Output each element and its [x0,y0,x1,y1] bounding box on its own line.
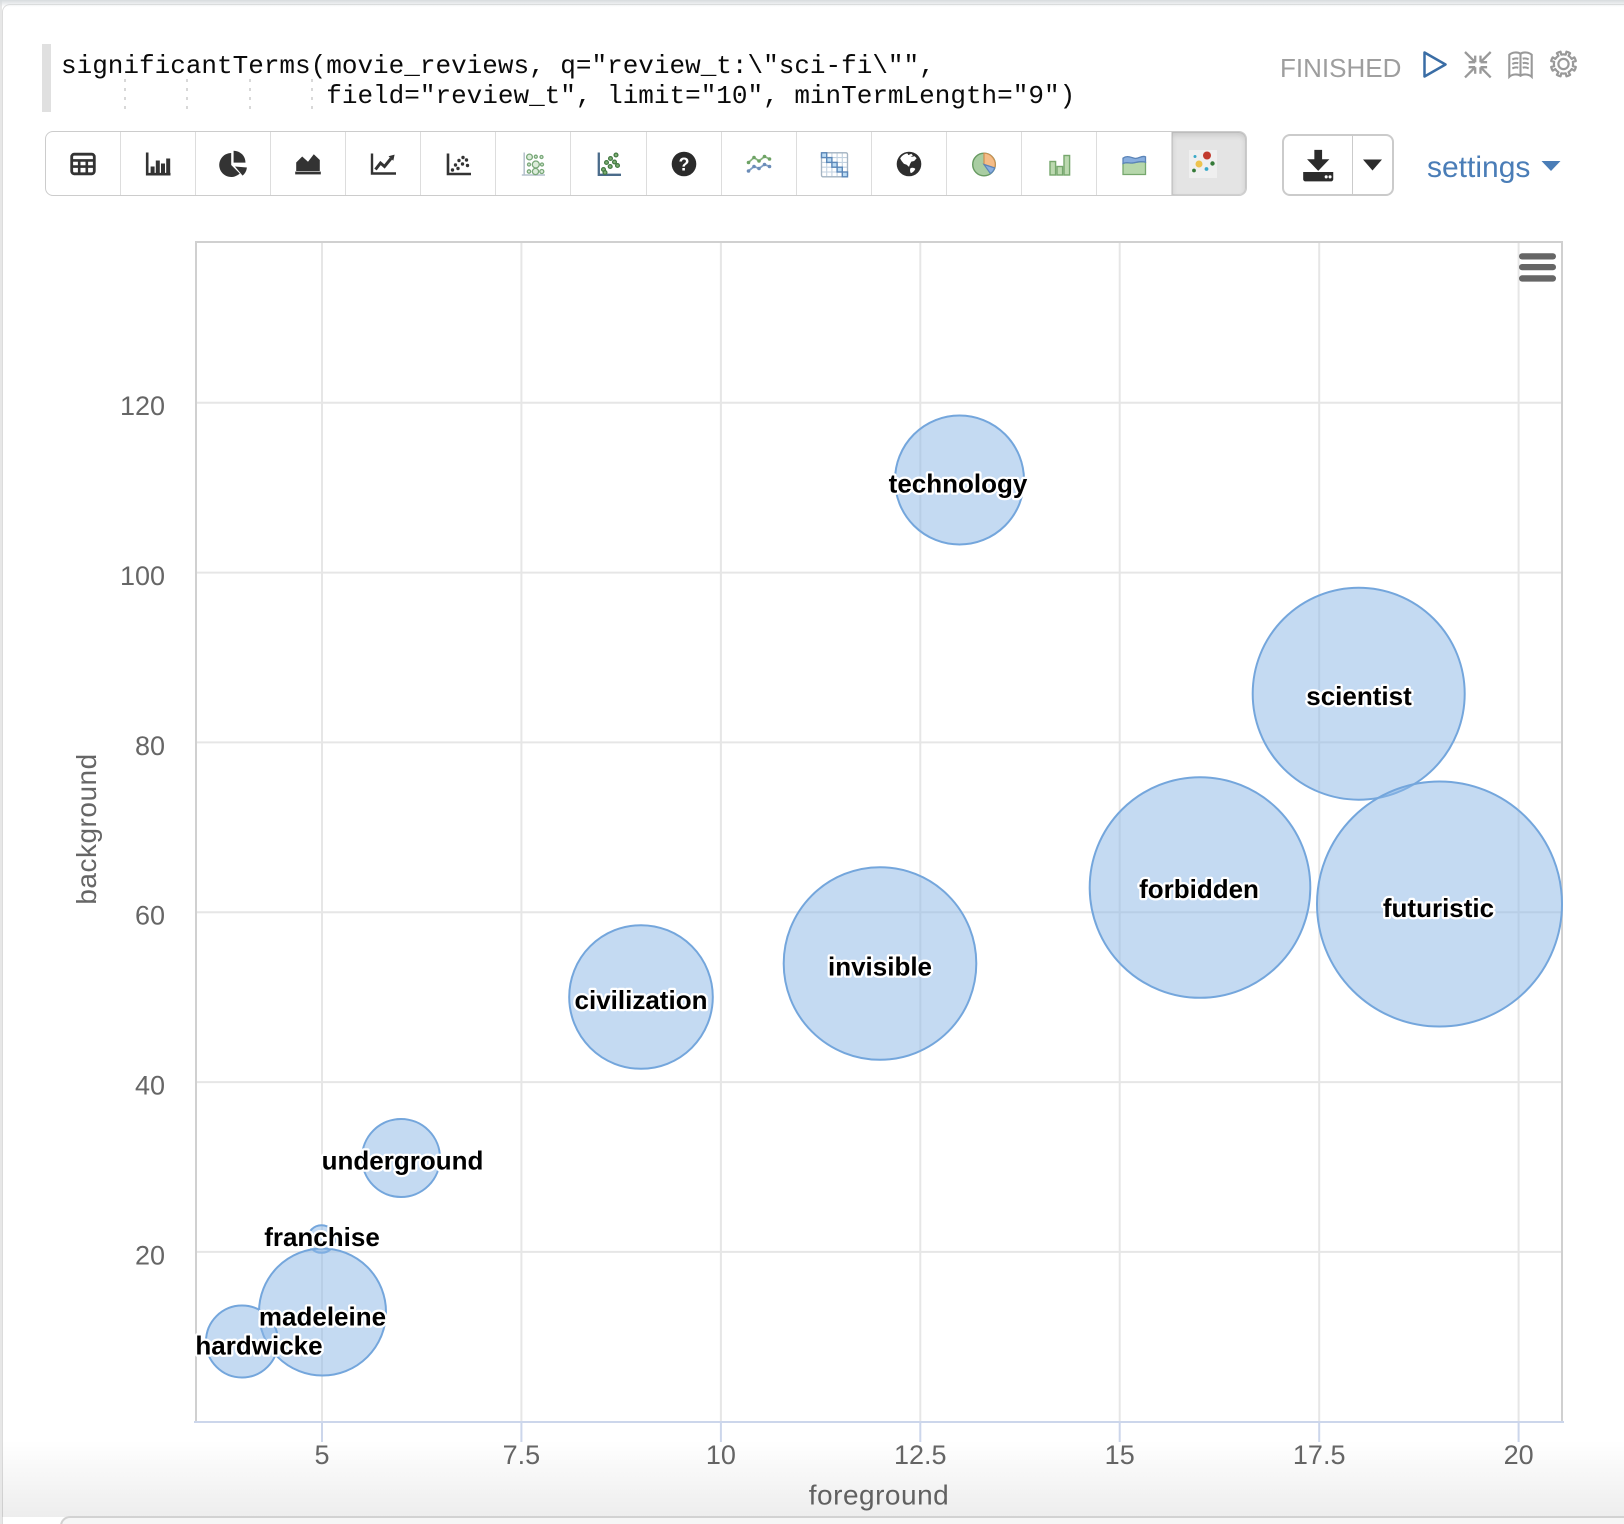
svg-text:forbidden: forbidden [1139,874,1259,904]
svg-text:10: 10 [706,1440,736,1470]
svg-text:60: 60 [135,901,165,931]
svg-text:madeleine: madeleine [259,1302,386,1332]
svg-text:futuristic: futuristic [1383,893,1494,923]
svg-text:7.5: 7.5 [503,1440,541,1470]
svg-text:40: 40 [135,1071,165,1101]
svg-text:foreground: foreground [809,1480,949,1511]
svg-text:20: 20 [135,1240,165,1270]
svg-text:technology: technology [889,469,1028,499]
svg-text:80: 80 [135,731,165,761]
svg-text:?: ? [678,154,689,174]
svg-text:15: 15 [1105,1440,1135,1470]
svg-text:civilization: civilization [575,985,708,1015]
svg-text:invisible: invisible [828,952,932,982]
svg-text:scientist: scientist [1306,681,1412,711]
svg-text:100: 100 [120,561,165,591]
svg-text:20: 20 [1504,1440,1534,1470]
svg-text:12.5: 12.5 [894,1440,947,1470]
svg-text:background: background [71,753,102,904]
svg-text:5: 5 [314,1440,329,1470]
svg-text:120: 120 [120,391,165,421]
svg-text:underground: underground [322,1146,484,1176]
svg-text:franchise: franchise [264,1222,380,1252]
svg-text:hardwicke: hardwicke [195,1331,322,1361]
svg-text:17.5: 17.5 [1293,1440,1346,1470]
